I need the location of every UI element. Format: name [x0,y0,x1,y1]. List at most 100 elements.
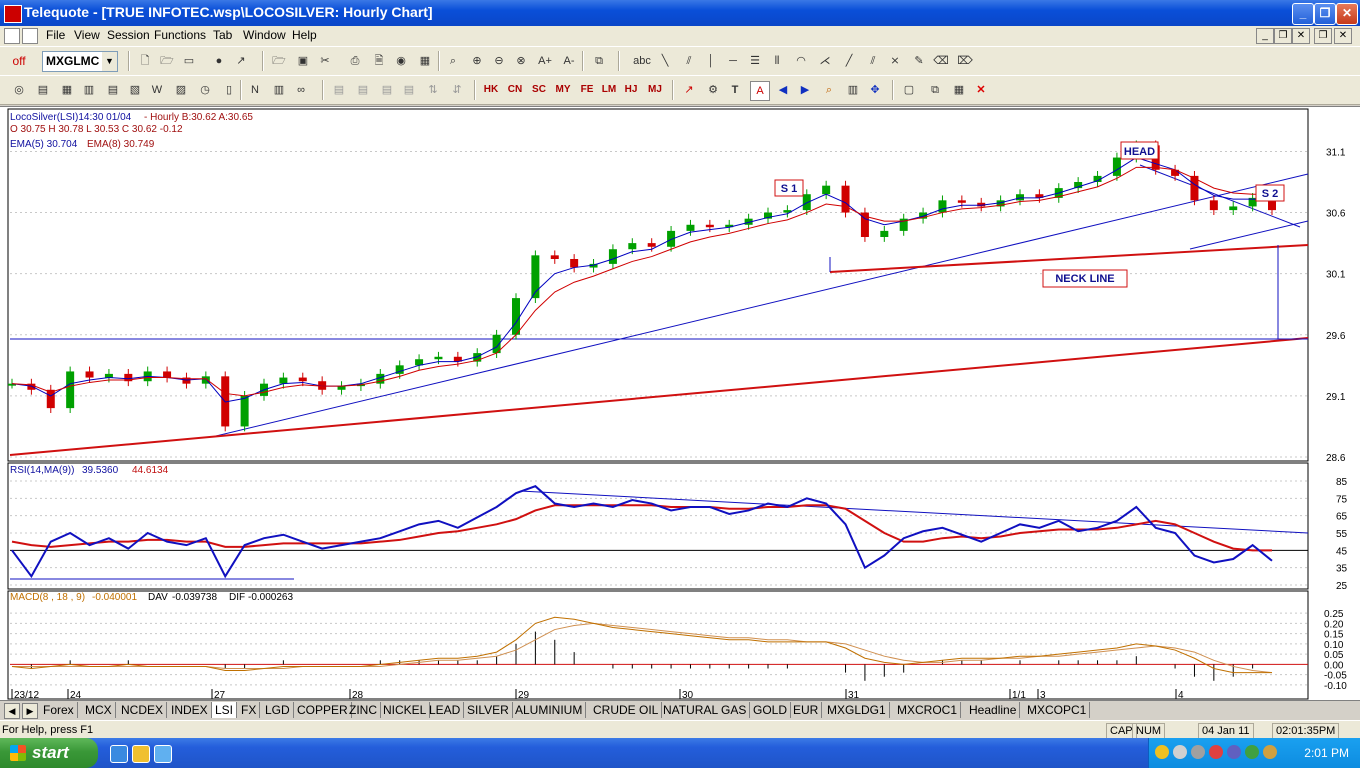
add-study-icon[interactable]: ▤ [333,84,345,96]
app-tray-icon[interactable] [1263,745,1277,759]
candle-body[interactable] [783,210,792,213]
candle-body[interactable] [744,218,753,225]
tab-nickel[interactable]: NICKEL [380,702,431,718]
candle-body[interactable] [104,373,113,378]
table-icon[interactable]: ▦ [61,84,73,96]
mdi2-close-button[interactable]: ✕ [1334,28,1352,44]
update-icon[interactable] [1245,745,1259,759]
tab-zinc[interactable]: ZINC [346,702,381,718]
candle-body[interactable] [85,371,94,378]
chart-wizard-icon[interactable]: ◉ [396,55,406,67]
move-icon[interactable]: ✥ [870,84,880,96]
candle-body[interactable] [957,200,966,203]
calc-icon[interactable]: ▤ [37,84,49,96]
menu-view[interactable]: View [74,28,100,42]
copy-icon[interactable]: ⧉ [595,55,603,67]
candle-body[interactable] [1209,200,1218,211]
trend-tool-icon[interactable]: ╱ [845,55,853,67]
app-icon[interactable] [4,5,22,23]
candle-body[interactable] [434,356,443,360]
candle-body[interactable] [860,212,869,237]
candle-body[interactable] [376,373,385,384]
preview-icon[interactable]: 🗎 [374,55,384,67]
candle-body[interactable] [1035,194,1044,198]
tab-gold[interactable]: GOLD [750,702,792,718]
sc-button[interactable]: SC [532,84,546,95]
zoom-icon[interactable]: ⌕ [449,55,457,67]
tab-aluminium[interactable]: ALUMINIUM [512,702,587,718]
network-icon[interactable] [1191,745,1205,759]
brush-tool-icon[interactable]: ✎ [914,55,924,67]
candle-body[interactable] [124,373,133,382]
menu-session[interactable]: Session [107,28,150,42]
candle-body[interactable] [686,224,695,231]
ray-tool-icon[interactable]: ⫽ [686,55,692,67]
open-folder-icon[interactable]: 🗁 [160,55,174,67]
tile-icon[interactable]: ▦ [953,84,965,96]
candle-body[interactable] [938,200,947,213]
candle-body[interactable] [531,255,540,299]
candle-body[interactable] [841,185,850,213]
symbol-select[interactable]: MXGLMC ▼ [42,51,118,72]
book-icon[interactable]: ▥ [273,84,285,96]
candle-body[interactable] [725,224,734,228]
news-icon[interactable]: ▨ [175,84,187,96]
fe-button[interactable]: FE [580,84,594,95]
menu-tab[interactable]: Tab [213,28,233,42]
candle-body[interactable] [570,259,579,268]
hj-button[interactable]: HJ [624,84,638,95]
window-icon[interactable]: ▢ [903,84,915,96]
candle-body[interactable] [1268,197,1276,211]
tab-crude-oil[interactable]: CRUDE OIL [590,702,663,718]
minimize-button[interactable]: _ [1292,3,1314,25]
candle-body[interactable] [337,386,346,390]
candle-body[interactable] [66,371,75,409]
candle-body[interactable] [182,377,191,384]
candle-body[interactable] [1016,194,1024,201]
menu-functions[interactable]: Functions [154,28,207,42]
media-icon[interactable] [132,745,150,763]
candle-body[interactable] [1229,206,1238,211]
menu-help[interactable]: Help [292,28,317,42]
candle-body[interactable] [822,185,831,195]
mdi-doc2-icon[interactable] [22,28,38,44]
my-button[interactable]: MY [555,84,571,95]
candle-body[interactable] [899,218,908,231]
volume-icon[interactable] [1227,745,1241,759]
page-icon[interactable]: ▯ [225,84,233,96]
erase-all-icon[interactable]: ⌦ [957,55,973,67]
close-chart-icon[interactable]: ✕ [976,84,986,96]
line-chart-icon[interactable]: ↗ [684,84,694,96]
candle-body[interactable] [415,359,424,366]
add-study2-icon[interactable]: ▤ [357,84,369,96]
candle-body[interactable] [705,224,714,228]
font-larger-icon[interactable]: A+ [538,55,552,67]
neckline[interactable] [829,244,1309,273]
vline-tool-icon[interactable]: │ [707,55,715,67]
close-button[interactable]: ✕ [1336,3,1358,25]
hk-button[interactable]: HK [483,84,499,95]
tab-lgd[interactable]: LGD [262,702,294,718]
arrow-left-icon[interactable]: ◀ [778,84,788,96]
chart-icon[interactable]: ▥ [83,84,95,96]
font-smaller-icon[interactable]: A- [563,55,575,67]
del-study-icon[interactable]: ▤ [381,84,393,96]
tab-ncdex[interactable]: NCDEX [118,702,168,718]
globe-icon[interactable]: ● [215,55,223,67]
menu-file[interactable]: File [46,28,66,42]
tab-natural-gas[interactable]: NATURAL GAS [660,702,751,718]
candle-body[interactable] [8,383,16,386]
lm-button[interactable]: LM [601,84,617,95]
zoom-area-icon[interactable]: ⌕ [825,84,833,96]
candle-body[interactable] [880,230,889,237]
desktop-icon[interactable] [154,745,172,763]
candle-body[interactable] [298,377,307,382]
candle-body[interactable] [608,249,617,264]
n-icon[interactable]: N [251,84,259,96]
candle-body[interactable] [977,202,986,207]
line-tool-icon[interactable]: ╲ [661,55,669,67]
option-icon[interactable]: ▧ [129,84,141,96]
fit-icon[interactable]: ⊗ [516,55,526,67]
chat-icon[interactable] [1173,745,1187,759]
tab-silver[interactable]: SILVER [464,702,513,718]
